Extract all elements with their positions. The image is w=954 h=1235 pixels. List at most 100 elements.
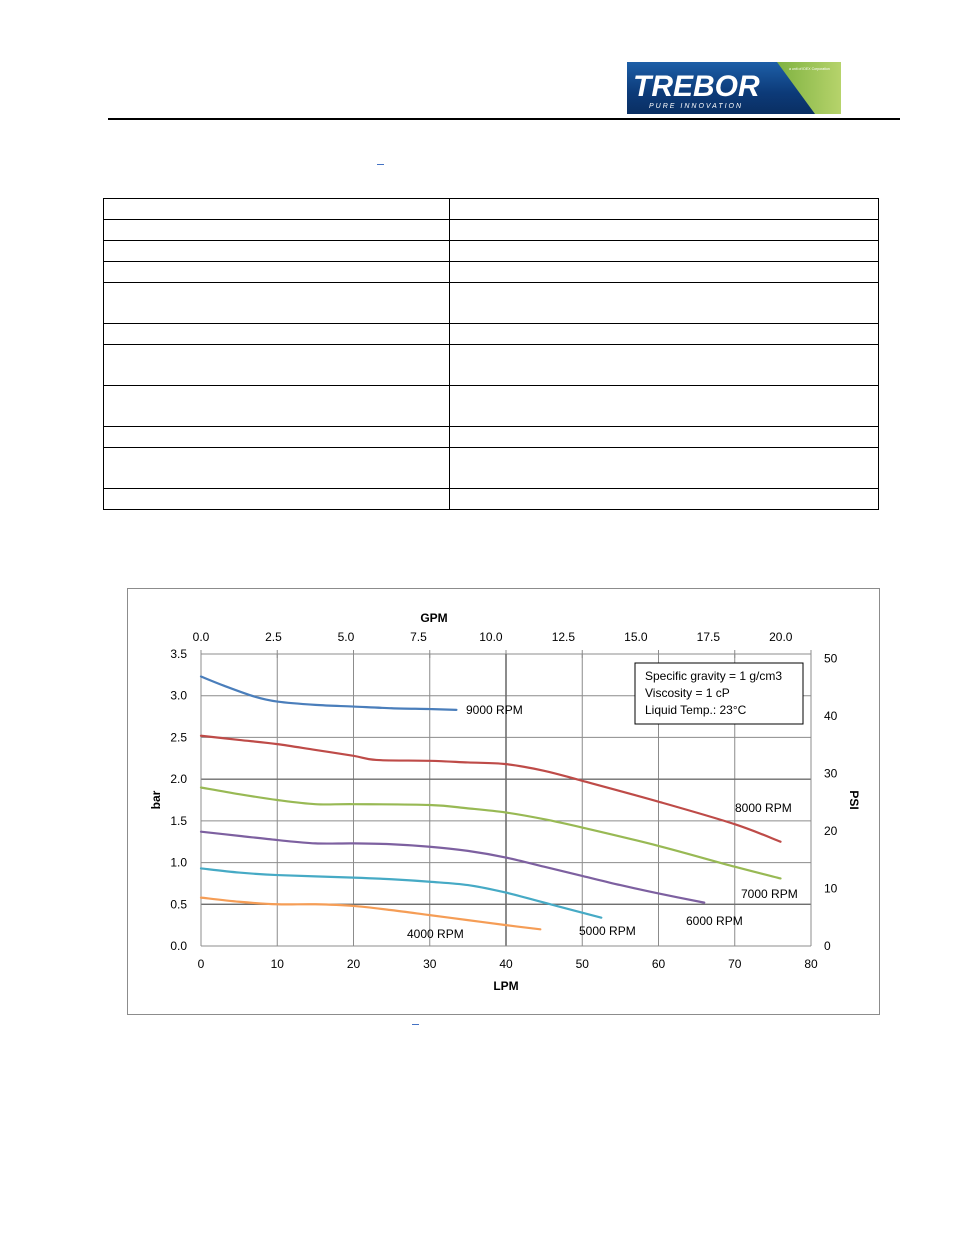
- series-label: 9000 RPM: [466, 703, 523, 717]
- series-line-4000-rpm: [199, 896, 542, 931]
- x2-tick-label: 2.5: [265, 630, 282, 644]
- spec-value-cell: [449, 219, 879, 241]
- x-tick-label: 70: [728, 957, 742, 971]
- series-label: 5000 RPM: [579, 924, 636, 938]
- spec-label-cell: [103, 385, 450, 427]
- spec-row: [103, 426, 879, 448]
- spec-label-cell: [103, 198, 450, 220]
- spec-value-cell: [449, 323, 879, 345]
- series-line-8000-rpm: [199, 734, 782, 843]
- spec-value-cell: [449, 344, 879, 386]
- y2-tick-label: 40: [824, 709, 838, 723]
- x-tick-label: 80: [804, 957, 818, 971]
- spec-row: [103, 240, 879, 262]
- spec-value-cell: [449, 385, 879, 427]
- spec-table-body: [103, 198, 879, 510]
- spec-value-cell: [449, 426, 879, 448]
- x-tick-label: 60: [652, 957, 666, 971]
- spec-row: [103, 282, 879, 324]
- y2-axis-title: PSI: [847, 790, 861, 809]
- x2-tick-label: 12.5: [552, 630, 576, 644]
- y-tick-label: 3.0: [170, 689, 187, 703]
- trebor-logo: TREBOR PURE INNOVATION a unit of IDEX Co…: [627, 62, 841, 114]
- annotation-line: Liquid Temp.: 23°C: [645, 703, 747, 717]
- spec-row: [103, 344, 879, 386]
- spec-label-cell: [103, 323, 450, 345]
- spec-row: [103, 323, 879, 345]
- x2-tick-label: 15.0: [624, 630, 648, 644]
- x-tick-label: 40: [499, 957, 513, 971]
- x2-tick-label: 7.5: [410, 630, 427, 644]
- y-tick-label: 1.0: [170, 856, 187, 870]
- x-tick-label: 0: [198, 957, 205, 971]
- spec-row: [103, 198, 879, 220]
- chart-svg: 0 10 20 30 40 50 60 70 80 0.0 2.5 5.0 7.5 10.0 12.5 15.…: [149, 611, 861, 993]
- y-tick-label: 2.5: [170, 730, 187, 744]
- pump-performance-chart: 0 10 20 30 40 50 60 70 80 0.0 2.5 5.0 7.5 10.0 12.5 15.…: [127, 588, 880, 1015]
- chart-annotation: Specific gravity = 1 g/cm3 Viscosity = 1 …: [634, 662, 804, 725]
- series-line-9000-rpm: [199, 675, 458, 711]
- y2-tick-label: 20: [824, 824, 838, 838]
- series-line-7000-rpm: [199, 786, 782, 880]
- spec-row: [103, 261, 879, 283]
- series-label: 7000 RPM: [741, 887, 798, 901]
- spec-label-cell: [103, 261, 450, 283]
- y-tick-label: 0.0: [170, 939, 187, 953]
- header-divider: [108, 118, 900, 120]
- text-cursor-mark: [412, 1024, 419, 1025]
- x2-tick-label: 5.0: [338, 630, 355, 644]
- spec-row: [103, 447, 879, 489]
- spec-label-cell: [103, 240, 450, 262]
- x2-tick-label: 17.5: [697, 630, 721, 644]
- spec-value-cell: [449, 488, 879, 510]
- y-tick-label: 1.5: [170, 814, 187, 828]
- spec-row: [103, 219, 879, 241]
- y2-tick-label: 0: [824, 939, 831, 953]
- spec-value-cell: [449, 447, 879, 489]
- annotation-box: [634, 662, 804, 725]
- y-tick-label: 2.0: [170, 772, 187, 786]
- y-tick-label: 0.5: [170, 897, 187, 911]
- spec-row: [103, 488, 879, 510]
- spec-value-cell: [449, 240, 879, 262]
- annotation-line: Viscosity = 1 cP: [645, 686, 730, 700]
- text-cursor-mark: [377, 164, 384, 165]
- spec-label-cell: [103, 488, 450, 510]
- chart-series: [199, 675, 782, 931]
- logo-tagline-text: PURE INNOVATION: [649, 103, 743, 110]
- series-label: 8000 RPM: [735, 801, 792, 815]
- y-axis-title: bar: [149, 790, 163, 809]
- series-line-6000-rpm: [199, 830, 706, 904]
- y2-tick-label: 10: [824, 881, 838, 895]
- spec-value-cell: [449, 261, 879, 283]
- spec-table: [103, 198, 879, 510]
- x2-tick-label: 0.0: [193, 630, 210, 644]
- logo-brand-text: TREBOR: [633, 70, 760, 103]
- y2-tick-label: 30: [824, 766, 838, 780]
- series-label: 4000 RPM: [407, 927, 464, 941]
- spec-value-cell: [449, 198, 879, 220]
- x-tick-label: 50: [576, 957, 590, 971]
- spec-value-cell: [449, 282, 879, 324]
- annotation-line: Specific gravity = 1 g/cm3: [645, 669, 782, 683]
- x-tick-label: 10: [271, 957, 285, 971]
- spec-label-cell: [103, 344, 450, 386]
- logo-badge-text: a unit of IDEX Corporation: [789, 67, 830, 71]
- chart-labels: 0 10 20 30 40 50 60 70 80 0.0 2.5 5.0 7.5 10.0 12.5 15.…: [149, 611, 861, 993]
- spec-label-cell: [103, 426, 450, 448]
- series-line-5000-rpm: [199, 867, 603, 919]
- spec-label-cell: [103, 219, 450, 241]
- x-axis-title: LPM: [493, 979, 518, 993]
- spec-label-cell: [103, 447, 450, 489]
- spec-label-cell: [103, 282, 450, 324]
- x-tick-label: 20: [347, 957, 361, 971]
- trebor-logo-graphic: TREBOR PURE INNOVATION a unit of IDEX Co…: [627, 62, 841, 114]
- x2-axis-title: GPM: [420, 611, 447, 625]
- y2-tick-label: 50: [824, 651, 838, 665]
- x2-tick-label: 20.0: [769, 630, 793, 644]
- spec-row: [103, 385, 879, 427]
- y-tick-label: 3.5: [170, 647, 187, 661]
- x2-tick-label: 10.0: [479, 630, 503, 644]
- x-tick-label: 30: [423, 957, 437, 971]
- series-label: 6000 RPM: [686, 914, 743, 928]
